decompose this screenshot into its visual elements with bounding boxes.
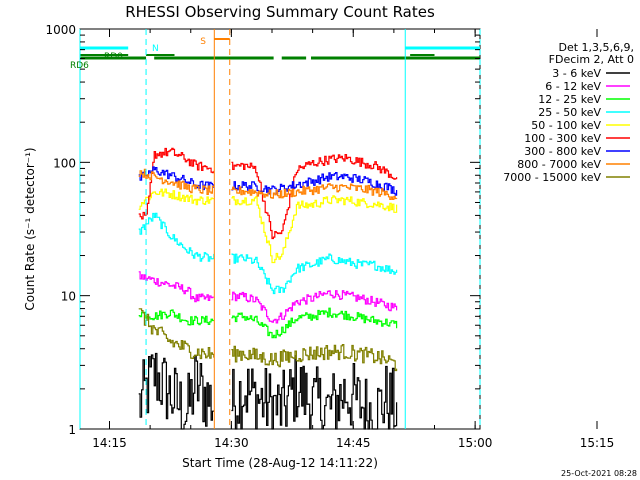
series-2 [138, 307, 398, 339]
flag-layer: S N RD0 RD6 [70, 29, 481, 429]
x-tick-label-3: 15:00 [458, 436, 493, 450]
rd0-flag-label: RD0 [104, 52, 123, 62]
legend-label-0: 3 - 6 keV [552, 67, 601, 80]
legend: Det 1,3,5,6,9,FDecim 2, Att 03 - 6 keV6 … [503, 41, 634, 184]
series-line-3-1 [231, 253, 398, 295]
series-line-1-1 [231, 290, 398, 324]
series-line-5-1 [231, 154, 398, 240]
legend-label-1: 6 - 12 keV [545, 80, 601, 93]
legend-label-6: 300 - 800 keV [524, 145, 601, 158]
x-tick-label-2: 14:45 [336, 436, 371, 450]
legend-header-1: FDecim 2, Att 0 [549, 53, 634, 66]
series-line-0-0 [138, 352, 215, 430]
series-line-7-1 [231, 183, 398, 200]
series-7 [138, 168, 398, 200]
legend-label-8: 7000 - 15000 keV [503, 171, 601, 184]
series-line-0-1 [231, 355, 398, 430]
legend-label-7: 800 - 7000 keV [517, 158, 601, 171]
y-tick-label-3: 1000 [45, 23, 76, 37]
series-3 [138, 212, 398, 295]
x-tick-label-0: 14:15 [92, 436, 127, 450]
legend-header-0: Det 1,3,5,6,9, [558, 41, 634, 54]
legend-label-3: 25 - 50 keV [538, 106, 601, 119]
saa-flag-label: S [200, 37, 206, 47]
legend-label-2: 12 - 25 keV [538, 93, 601, 106]
series-8 [138, 308, 398, 372]
series-line-2-1 [231, 307, 398, 339]
y-axis-label: Count Rate (s⁻¹ detector⁻¹) [23, 147, 37, 310]
y-tick-label-0: 1 [68, 423, 76, 437]
series-line-8-0 [138, 308, 215, 360]
series-line-1-0 [138, 271, 215, 303]
series-line-4-1 [231, 195, 398, 264]
series-0 [138, 352, 398, 430]
x-axis-label: Start Time (28-Aug-12 14:11:22) [182, 456, 378, 470]
footer-timestamp: 25-Oct-2021 08:28 [561, 469, 637, 478]
legend-label-4: 50 - 100 keV [531, 119, 601, 132]
y-tick-label-2: 100 [53, 156, 76, 170]
series-layer [138, 147, 398, 430]
x-tick-label-4: 15:15 [580, 436, 615, 450]
series-line-8-1 [231, 344, 398, 372]
series-line-7-0 [138, 168, 215, 195]
rd6-flag-label: RD6 [70, 61, 89, 71]
y-tick-label-1: 10 [61, 290, 76, 304]
series-4 [138, 188, 398, 264]
series-line-3-0 [138, 212, 215, 262]
chart-title: RHESSI Observing Summary Count Rates [125, 3, 435, 21]
night-flag-label: N [152, 44, 159, 54]
series-line-4-0 [138, 188, 215, 210]
legend-label-5: 100 - 300 keV [524, 132, 601, 145]
axes-layer: 14:1514:3014:4515:0015:1515:3015:4511010… [45, 23, 615, 450]
series-line-6-0 [138, 166, 215, 191]
series-1 [138, 271, 398, 324]
x-tick-label-1: 14:30 [214, 436, 249, 450]
series-line-2-0 [138, 309, 215, 326]
